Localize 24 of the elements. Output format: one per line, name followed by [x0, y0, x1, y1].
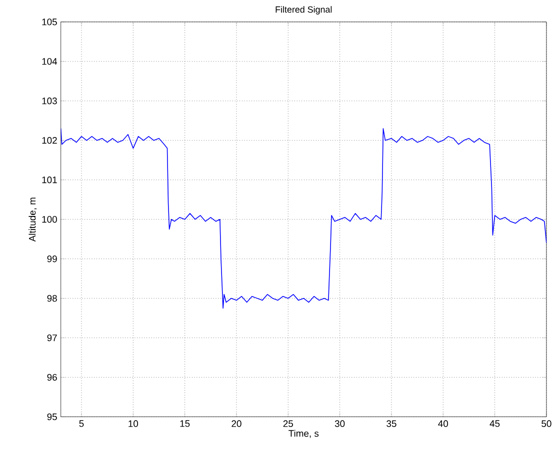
x-tick-label: 50 — [542, 420, 552, 428]
y-tick-label: 103 — [42, 98, 57, 104]
y-tick-label: 104 — [42, 58, 58, 65]
x-tick-label: 35 — [386, 420, 396, 428]
y-tick-label: 97 — [47, 334, 57, 342]
x-tick-label: 30 — [334, 420, 345, 428]
y-tick-label: 100 — [42, 216, 57, 223]
y-tick-label: 96 — [47, 374, 57, 381]
y-tick-label: 102 — [42, 137, 57, 144]
x-tick-label: 20 — [232, 420, 242, 428]
x-axis-title: Time, s — [288, 430, 319, 438]
x-tick-label: 40 — [438, 420, 448, 428]
y-tick-label: 99 — [47, 256, 57, 262]
y-tick-label: 98 — [47, 295, 57, 302]
x-tick-label: 10 — [128, 420, 138, 428]
y-axis-title: Altitude, m — [28, 198, 37, 242]
x-tick-label: 5 — [79, 420, 84, 428]
y-tick-label: 101 — [42, 176, 57, 184]
x-tick-label: 25 — [283, 420, 293, 428]
y-tick-label: 95 — [47, 414, 57, 420]
x-tick-label: 45 — [490, 420, 500, 428]
y-tick-label: 105 — [42, 18, 57, 26]
x-tick-label: 15 — [180, 420, 190, 428]
chart-title: Filtered Signal — [276, 6, 332, 15]
